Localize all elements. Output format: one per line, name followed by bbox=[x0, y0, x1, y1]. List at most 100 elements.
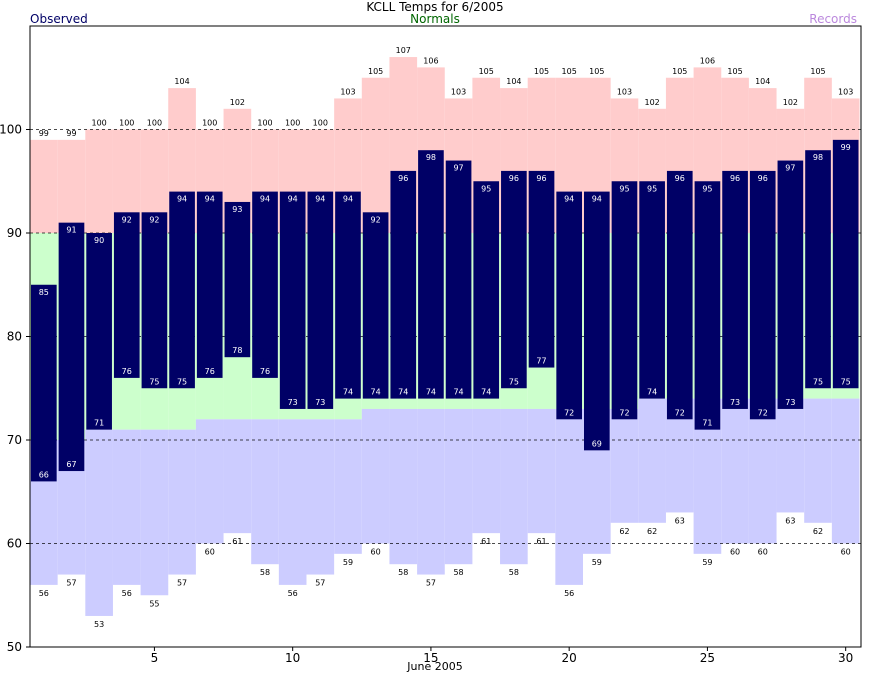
observed-bar bbox=[362, 212, 389, 399]
observed-low-label: 69 bbox=[592, 439, 602, 448]
record-high-label: 105 bbox=[562, 67, 577, 76]
record-high-label: 105 bbox=[672, 67, 687, 76]
record-low-label: 60 bbox=[841, 548, 851, 557]
observed-bar bbox=[252, 191, 278, 378]
observed-high-label: 93 bbox=[232, 205, 242, 214]
record-high-label: 100 bbox=[119, 119, 134, 128]
observed-low-label: 76 bbox=[122, 367, 132, 376]
observed-high-label: 96 bbox=[675, 174, 685, 183]
record-high-label: 105 bbox=[368, 67, 383, 76]
observed-low-label: 66 bbox=[39, 470, 49, 479]
observed-low-label: 75 bbox=[841, 377, 851, 386]
observed-low-label: 74 bbox=[453, 388, 463, 397]
record-high-label: 105 bbox=[479, 67, 494, 76]
record-low-band bbox=[251, 419, 279, 565]
observed-low-label: 78 bbox=[232, 346, 242, 355]
record-low-label: 58 bbox=[398, 568, 408, 577]
record-low-band bbox=[444, 408, 473, 565]
record-low-band bbox=[555, 408, 583, 585]
record-high-label: 102 bbox=[644, 98, 659, 107]
observed-high-label: 85 bbox=[39, 288, 49, 297]
record-low-band bbox=[140, 429, 169, 596]
x-tick-label: 30 bbox=[838, 651, 853, 665]
record-low-label: 61 bbox=[536, 537, 546, 546]
observed-bar bbox=[169, 191, 195, 389]
x-tick-label: 15 bbox=[423, 651, 438, 665]
observed-bar bbox=[805, 150, 831, 389]
record-high-label: 106 bbox=[423, 56, 438, 65]
record-low-band bbox=[168, 429, 196, 575]
record-high-label: 105 bbox=[727, 67, 742, 76]
observed-bar bbox=[86, 233, 112, 430]
record-low-band bbox=[417, 408, 445, 575]
record-high-label: 100 bbox=[91, 119, 106, 128]
record-low-label: 56 bbox=[288, 589, 298, 598]
record-high-label: 107 bbox=[396, 46, 411, 55]
observed-bar bbox=[694, 181, 721, 430]
observed-low-label: 76 bbox=[260, 367, 270, 376]
observed-bar bbox=[58, 222, 85, 472]
observed-low-label: 73 bbox=[730, 398, 740, 407]
observed-high-label: 95 bbox=[647, 184, 657, 193]
y-tick-label: 60 bbox=[7, 537, 22, 551]
observed-bar bbox=[611, 181, 638, 420]
record-high-band bbox=[30, 139, 58, 233]
y-tick-label: 50 bbox=[7, 640, 22, 654]
observed-low-label: 75 bbox=[177, 377, 187, 386]
record-low-label: 56 bbox=[122, 589, 132, 598]
record-low-label: 60 bbox=[205, 548, 215, 557]
observed-high-label: 92 bbox=[371, 215, 381, 224]
record-high-label: 103 bbox=[451, 87, 466, 96]
observed-high-label: 94 bbox=[315, 195, 325, 204]
observed-low-label: 75 bbox=[813, 377, 823, 386]
observed-bar bbox=[666, 170, 693, 420]
record-low-band bbox=[361, 408, 390, 544]
observed-high-label: 92 bbox=[122, 215, 132, 224]
record-low-band bbox=[831, 398, 860, 544]
record-low-band bbox=[334, 419, 362, 554]
record-low-band bbox=[472, 408, 501, 534]
record-low-band bbox=[389, 408, 418, 565]
legend-records: Records bbox=[809, 12, 857, 26]
observed-bar bbox=[113, 212, 140, 378]
observed-bar bbox=[390, 170, 417, 399]
observed-bar bbox=[418, 150, 444, 399]
y-tick-label: 80 bbox=[7, 330, 22, 344]
record-high-band bbox=[85, 129, 113, 233]
observed-bar bbox=[279, 191, 306, 409]
record-low-label: 63 bbox=[785, 516, 795, 525]
observed-high-label: 94 bbox=[564, 195, 574, 204]
x-tick-label: 5 bbox=[151, 651, 159, 665]
observed-high-label: 97 bbox=[785, 164, 795, 173]
observed-bar bbox=[31, 284, 57, 482]
observed-high-label: 98 bbox=[813, 153, 823, 162]
record-low-band bbox=[610, 408, 639, 523]
record-low-band bbox=[195, 419, 224, 544]
record-high-label: 100 bbox=[147, 119, 162, 128]
record-low-band bbox=[527, 408, 556, 534]
record-high-label: 100 bbox=[313, 119, 328, 128]
observed-low-label: 72 bbox=[564, 408, 574, 417]
observed-high-label: 95 bbox=[702, 184, 712, 193]
observed-low-label: 77 bbox=[536, 357, 546, 366]
observed-bar bbox=[528, 170, 555, 368]
y-tick-label: 90 bbox=[7, 226, 22, 240]
observed-bar bbox=[224, 201, 251, 358]
observed-high-label: 91 bbox=[66, 226, 76, 235]
observed-low-label: 72 bbox=[675, 408, 685, 417]
record-high-label: 104 bbox=[755, 77, 770, 86]
record-low-band bbox=[223, 419, 252, 534]
observed-low-label: 67 bbox=[66, 460, 76, 469]
observed-bar bbox=[584, 191, 610, 451]
record-low-label: 53 bbox=[94, 620, 104, 629]
observed-high-label: 94 bbox=[205, 195, 215, 204]
record-low-label: 60 bbox=[758, 548, 768, 557]
y-tick-label: 100 bbox=[0, 123, 22, 137]
record-high-band bbox=[361, 77, 390, 233]
record-low-label: 62 bbox=[619, 527, 629, 536]
record-high-label: 105 bbox=[810, 67, 825, 76]
record-low-label: 58 bbox=[509, 568, 519, 577]
observed-low-label: 73 bbox=[288, 398, 298, 407]
record-low-label: 58 bbox=[453, 568, 463, 577]
